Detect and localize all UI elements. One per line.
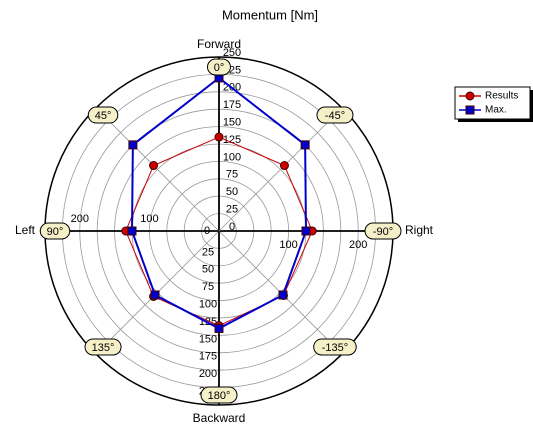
marker [279,161,289,171]
angle-label: -90° [373,226,393,238]
spoke [95,107,220,232]
r-tick-label: 100 [199,299,217,311]
r-tick-label: 75 [226,169,238,181]
chart-title: Momentum [Nm] [222,7,318,22]
r-tick-label: 250 [223,47,241,59]
angle-label: -135° [322,342,348,354]
angle-label-box [313,338,357,356]
angle-label-box [316,106,354,124]
angle-label-box [207,58,231,76]
r-tick-label: 50 [202,264,214,276]
annotation: Forward [197,37,241,51]
angle-label: -45° [325,110,345,122]
legend-label: Results [485,91,518,102]
spoke [218,107,343,232]
r-tick-label: 25 [226,204,238,216]
annotation: Left [15,223,36,237]
angle-label: 180° [208,390,231,402]
r-tick-label: 25 [202,246,214,258]
r-tick-label: 125 [223,134,241,146]
marker [128,140,138,150]
marker [214,323,224,333]
angle-label-box [84,338,122,356]
annotation: Backward [193,411,246,425]
r-tick-label: 0 [204,225,210,237]
r-tick-label: 0 [229,221,235,233]
marker [301,226,311,236]
marker [300,140,310,150]
angle-label: 90° [47,226,64,238]
marker [150,290,160,300]
marker [278,290,288,300]
legend-label: Max. [485,105,507,116]
r-tick-label: 175 [223,99,241,111]
angle-label-box [87,106,119,124]
angle-label-box [39,222,71,240]
legend-marker [465,91,475,101]
angle-label-box [200,386,238,404]
marker [214,132,224,142]
r-tick-label: 100 [223,151,241,163]
r-tick-label: 50 [226,186,238,198]
r-tick-label: 200 [71,213,89,225]
marker [127,226,137,236]
angle-label: 45° [95,110,112,122]
r-tick-label: 75 [202,281,214,293]
r-tick-label: 150 [199,333,217,345]
r-tick-label: 200 [199,368,217,380]
angle-label-box [364,222,402,240]
angle-label: 135° [92,342,115,354]
r-tick-label: 100 [140,213,158,225]
angle-label: 0° [214,62,225,74]
r-tick-label: 175 [199,351,217,363]
annotation: Right [405,223,434,237]
r-tick-label: 100 [279,239,297,251]
r-tick-label: 200 [349,239,367,251]
r-tick-label: 150 [223,117,241,129]
legend-marker [465,105,475,115]
marker [149,161,159,171]
